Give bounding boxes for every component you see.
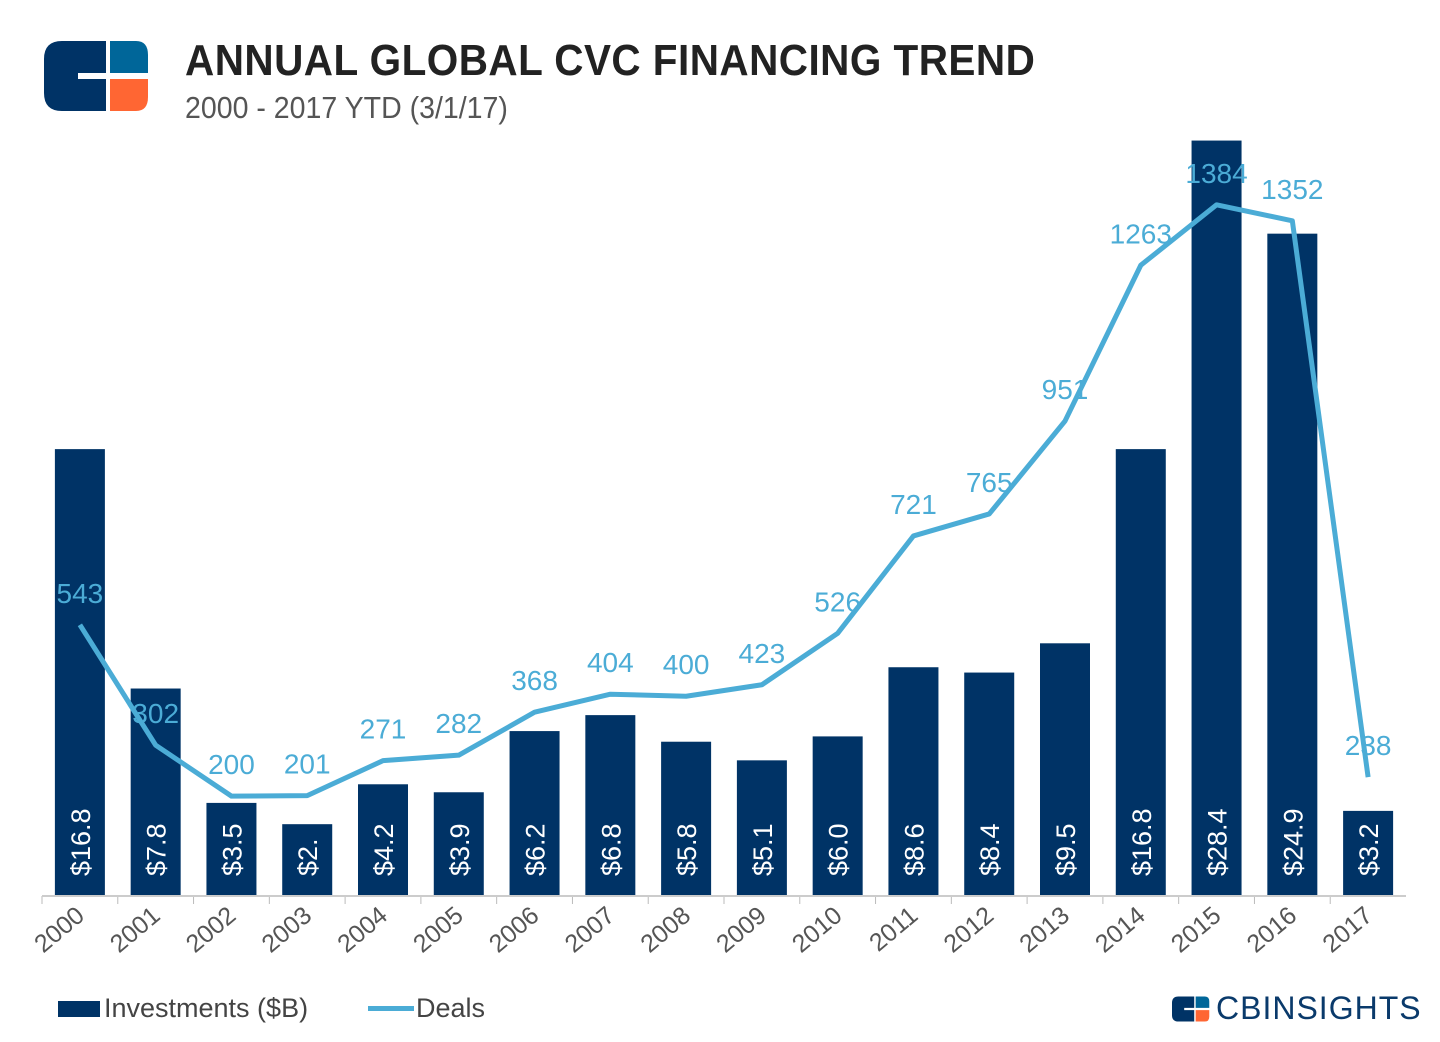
bar-2005 bbox=[433, 792, 484, 896]
deals-value-label: 423 bbox=[739, 638, 786, 669]
bar-value-label: $16.8 bbox=[66, 808, 96, 876]
x-tick-label: 2002 bbox=[181, 901, 242, 958]
bar-2004 bbox=[358, 784, 408, 896]
x-tick-label: 2004 bbox=[332, 901, 393, 958]
deals-value-label: 200 bbox=[208, 749, 255, 780]
bar-value-label: $3.2 bbox=[1354, 823, 1384, 876]
x-tick-label: 2007 bbox=[560, 901, 621, 958]
bar-value-label: $7.8 bbox=[142, 823, 172, 876]
legend-item-deals: Deals bbox=[368, 993, 485, 1024]
deals-value-label: 951 bbox=[1042, 374, 1089, 405]
legend-line-swatch bbox=[368, 1006, 414, 1011]
bar-2008 bbox=[661, 741, 712, 896]
brand-logo: CBINSIGHTS bbox=[1172, 990, 1422, 1027]
x-tick-label: 2001 bbox=[105, 901, 166, 958]
bar-value-label: $6.8 bbox=[596, 823, 626, 876]
x-tick-label: 2010 bbox=[787, 901, 848, 958]
deals-value-label: 271 bbox=[360, 714, 407, 745]
x-tick-label: 2017 bbox=[1317, 901, 1378, 958]
bar-2009 bbox=[736, 760, 787, 896]
bar-2006 bbox=[509, 731, 560, 896]
cb-insights-logo-icon bbox=[44, 41, 148, 111]
legend-item-investments: Investments ($B) bbox=[58, 993, 308, 1024]
bar-value-label: $2. bbox=[293, 838, 323, 876]
bar-2013 bbox=[1040, 643, 1090, 896]
bar-2007 bbox=[585, 715, 636, 896]
legend-label: Investments ($B) bbox=[104, 993, 309, 1023]
bar-value-label: $6.2 bbox=[521, 823, 551, 876]
legend-bar-swatch bbox=[58, 1000, 100, 1017]
deals-value-label: 302 bbox=[132, 698, 179, 729]
deals-value-label: 238 bbox=[1345, 730, 1392, 761]
bar-value-label: $9.5 bbox=[1051, 823, 1081, 876]
bar-value-label: $5.1 bbox=[748, 823, 778, 876]
x-tick-label: 2015 bbox=[1166, 901, 1227, 958]
deals-value-label: 282 bbox=[435, 708, 482, 739]
deals-value-label: 721 bbox=[890, 489, 937, 520]
brand-text: CBINSIGHTS bbox=[1216, 990, 1422, 1026]
deals-value-label: 368 bbox=[511, 665, 558, 696]
x-tick-label: 2013 bbox=[1014, 901, 1075, 958]
x-tick-label: 2012 bbox=[938, 901, 999, 958]
chart-subtitle: 2000 - 2017 YTD (3/1/17) bbox=[185, 90, 508, 125]
x-tick-label: 2000 bbox=[29, 901, 90, 958]
bar-value-label: $24.9 bbox=[1278, 808, 1308, 876]
bar-2002 bbox=[206, 802, 257, 896]
deals-value-label: 526 bbox=[814, 586, 861, 617]
x-tick-label: 2014 bbox=[1090, 901, 1151, 958]
x-tick-label: 2005 bbox=[408, 901, 469, 958]
chart-title: ANNUAL GLOBAL CVC FINANCING TREND bbox=[185, 36, 1036, 85]
bar-2014 bbox=[1115, 449, 1166, 896]
bar-value-label: $4.2 bbox=[369, 823, 399, 876]
x-tick-label: 2011 bbox=[864, 901, 923, 957]
deals-value-label: 1384 bbox=[1185, 158, 1247, 189]
deals-value-label: 1352 bbox=[1261, 174, 1323, 205]
cb-insights-small-logo-icon bbox=[1172, 995, 1210, 1022]
legend-label: Deals bbox=[416, 993, 486, 1023]
bar-value-label: $3.9 bbox=[445, 823, 475, 876]
bar-2003 bbox=[282, 824, 333, 896]
deals-value-label: 1263 bbox=[1110, 218, 1172, 249]
x-tick-label: 2006 bbox=[484, 901, 545, 958]
x-tick-label: 2003 bbox=[256, 901, 317, 958]
x-tick-label: 2008 bbox=[635, 901, 696, 958]
bar-2011 bbox=[888, 667, 939, 896]
deals-value-label: 765 bbox=[966, 467, 1013, 498]
bar-value-label: $3.5 bbox=[217, 823, 247, 876]
bar-value-label: $8.6 bbox=[899, 823, 929, 876]
bar-2017 bbox=[1343, 810, 1394, 896]
deals-value-label: 201 bbox=[284, 749, 331, 780]
bar-value-label: $8.4 bbox=[975, 823, 1005, 876]
bar-2012 bbox=[964, 672, 1015, 896]
deals-value-label: 543 bbox=[57, 578, 104, 609]
deals-value-label: 404 bbox=[587, 647, 634, 678]
x-tick-label: 2016 bbox=[1242, 901, 1303, 958]
deals-value-label: 400 bbox=[663, 649, 710, 680]
bar-2015 bbox=[1191, 140, 1242, 896]
bar-value-label: $5.8 bbox=[672, 823, 702, 876]
deals-line bbox=[77, 202, 1371, 799]
bar-value-label: $28.4 bbox=[1203, 808, 1233, 876]
bar-value-label: $6.0 bbox=[824, 823, 854, 876]
bar-value-label: $16.8 bbox=[1127, 808, 1157, 876]
bar-2000 bbox=[54, 449, 105, 896]
bar-2010 bbox=[812, 736, 863, 896]
x-tick-label: 2009 bbox=[711, 901, 772, 958]
